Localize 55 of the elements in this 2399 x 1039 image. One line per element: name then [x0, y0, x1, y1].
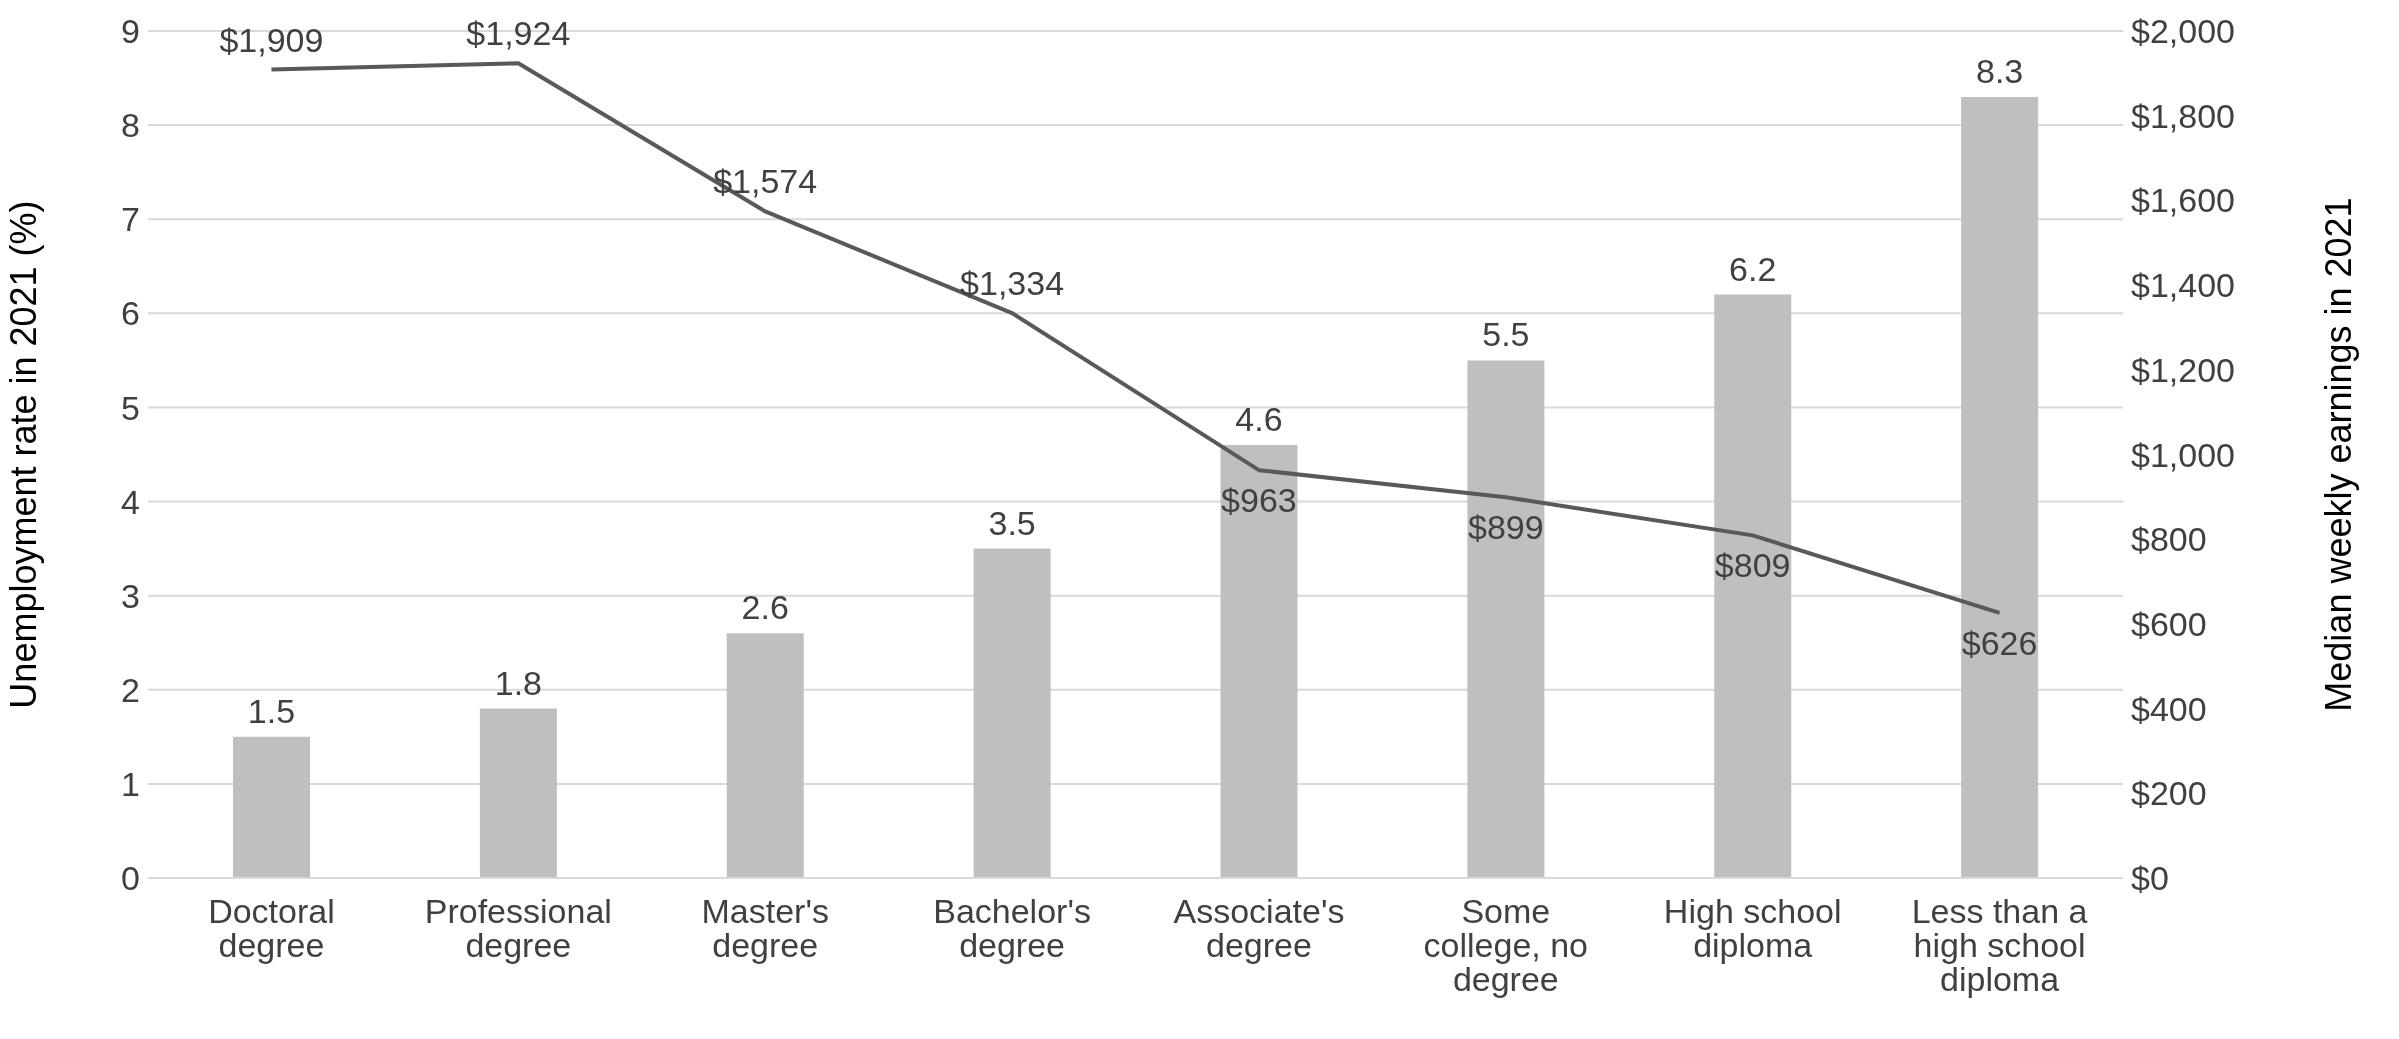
y2-axis-title: Median weekly earnings in 2021 [2317, 197, 2359, 712]
bar [973, 548, 1051, 878]
data-label: 4.6 [1235, 400, 1283, 439]
bar [1220, 445, 1298, 878]
data-label: $963 [1221, 481, 1297, 520]
y2-tick-label: $1,000 [2131, 435, 2235, 474]
data-label: $899 [1467, 508, 1544, 547]
data-label: 3.5 [988, 503, 1036, 542]
x-tick-label: Master's degree [701, 891, 829, 964]
bar [479, 708, 557, 878]
y-tick-label: 0 [121, 859, 140, 898]
y-tick-label: 2 [121, 670, 140, 709]
y-tick-label: 1 [121, 764, 140, 803]
y2-tick-label: $1,800 [2131, 96, 2235, 135]
bar [1961, 96, 2039, 878]
bar [233, 736, 310, 878]
y-tick-label: 9 [121, 12, 140, 51]
bar [1714, 294, 1792, 878]
data-label: 1.8 [494, 663, 543, 702]
y2-tick-label: $0 [2131, 859, 2169, 898]
data-label: $1,334 [960, 264, 1065, 303]
y-tick-label: 5 [121, 388, 140, 427]
data-label: $1,909 [219, 20, 324, 59]
y-tick-label: 8 [121, 106, 140, 145]
y2-tick-label: $1,600 [2131, 181, 2235, 220]
x-tick-label: Professional degree [424, 891, 612, 964]
x-tick-label: Some college, no degree [1423, 891, 1589, 998]
bar [726, 633, 804, 878]
data-label: $1,574 [713, 162, 818, 201]
data-label: 8.3 [1975, 51, 2024, 90]
data-label: 6.2 [1729, 249, 1777, 288]
y2-tick-label: $2,000 [2131, 12, 2235, 51]
y2-tick-label: $1,200 [2131, 350, 2235, 389]
y2-tick-label: $1,400 [2131, 266, 2235, 305]
data-label: 5.5 [1482, 315, 1530, 354]
y-tick-label: 4 [121, 482, 140, 521]
data-label: $809 [1714, 546, 1791, 585]
data-label: $626 [1961, 623, 2038, 662]
data-label: $1,924 [466, 14, 571, 53]
y2-tick-label: $200 [2131, 774, 2207, 813]
bar [1467, 360, 1545, 878]
data-label: 1.5 [247, 691, 296, 730]
x-tick-label: Bachelor's degree [933, 891, 1091, 964]
x-tick-label: Associate's degree [1173, 891, 1345, 964]
y-tick-label: 6 [121, 294, 140, 333]
y-tick-label: 3 [121, 576, 140, 615]
y2-tick-label: $400 [2131, 689, 2207, 728]
y-axis-title: Unemployment rate in 2021 (%) [2, 200, 44, 709]
x-tick-label: Less than a high school diploma [1911, 891, 2088, 998]
y2-tick-label: $600 [2131, 604, 2207, 643]
y2-tick-label: $800 [2131, 520, 2207, 559]
data-label: 2.6 [741, 588, 789, 627]
x-tick-label: Doctoral degree [208, 891, 335, 964]
y-tick-label: 7 [121, 200, 140, 239]
x-tick-label: High school diploma [1663, 891, 1842, 964]
